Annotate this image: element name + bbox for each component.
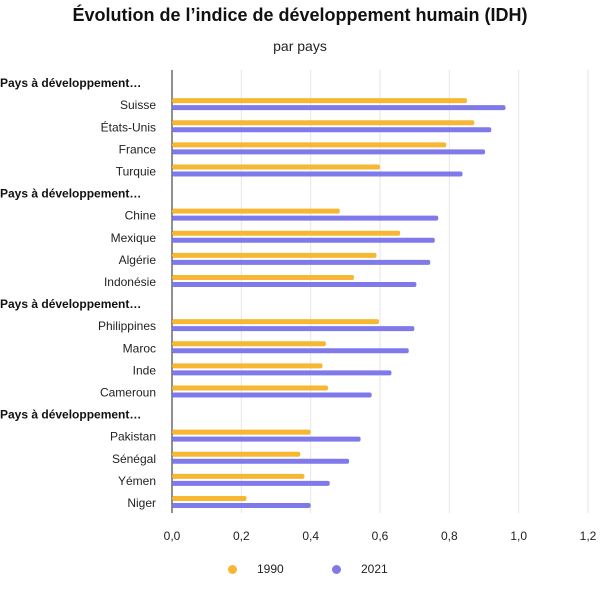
bar-2021 — [172, 171, 463, 177]
bar-1990 — [172, 429, 311, 435]
category-label: Chine — [125, 209, 157, 223]
x-tick-label: 0,4 — [302, 529, 319, 543]
bar-1990 — [172, 495, 247, 501]
bar-2021 — [172, 480, 330, 486]
bar-2021 — [172, 348, 409, 354]
category-label: Indonésie — [104, 275, 156, 289]
bar-1990 — [172, 208, 340, 214]
category-label: Pakistan — [110, 430, 156, 444]
bar-1990 — [172, 473, 305, 479]
bar-1990 — [172, 319, 379, 325]
bar-2021 — [172, 127, 492, 133]
x-tick-label: 0,8 — [441, 529, 458, 543]
legend-label-1990: 1990 — [257, 562, 284, 576]
legend-item-1990[interactable]: 1990 — [228, 562, 284, 576]
bar-1990 — [172, 341, 326, 347]
chart-subtitle: par pays — [273, 38, 327, 54]
category-label: Niger — [127, 496, 156, 510]
category-label: États-Unis — [101, 119, 156, 134]
bar-2021 — [172, 326, 415, 332]
category-label: France — [119, 142, 157, 156]
legend-swatch-1990 — [228, 564, 237, 574]
bar-2021 — [172, 105, 506, 111]
x-tick-label: 0,2 — [233, 529, 250, 543]
group-label: Pays à développement… — [0, 76, 141, 90]
legend-swatch-2021 — [332, 564, 341, 574]
x-tick-label: 1,0 — [510, 529, 527, 543]
category-label: Yémen — [118, 474, 156, 488]
category-label: Inde — [133, 363, 157, 377]
legend-item-2021[interactable]: 2021 — [332, 562, 388, 576]
group-label: Pays à développement… — [0, 408, 141, 422]
bar-1990 — [172, 451, 301, 457]
category-label: Mexique — [111, 231, 157, 245]
bar-2021 — [172, 149, 486, 155]
bar-2021 — [172, 215, 439, 221]
hdi-bar-chart: 0,0 0,2 0,4 0,6 0,8 1,0 1,2 Pays à développemen… — [0, 70, 597, 543]
bar-1990 — [172, 252, 377, 258]
category-label: Cameroun — [100, 385, 156, 399]
bar-1990 — [172, 385, 328, 391]
bar-1990 — [172, 98, 468, 104]
x-tick-label: 0,6 — [372, 529, 389, 543]
bar-2021 — [172, 436, 361, 442]
x-tick-label: 1,2 — [580, 529, 597, 543]
bar-1990 — [172, 230, 401, 236]
category-label: Philippines — [98, 319, 156, 333]
category-label: Maroc — [123, 341, 156, 355]
bar-2021 — [172, 458, 350, 464]
bar-1990 — [172, 142, 447, 148]
bar-2021 — [172, 259, 431, 265]
bar-2021 — [172, 370, 392, 376]
chart-title: Évolution de l’indice de développement h… — [72, 5, 528, 25]
x-tick-label: 0,0 — [164, 529, 181, 543]
bar-1990 — [172, 363, 323, 369]
bar-2021 — [172, 237, 435, 243]
bar-2021 — [172, 502, 311, 508]
group-label: Pays à développement… — [0, 187, 141, 201]
legend-label-2021: 2021 — [361, 562, 388, 576]
group-label: Pays à développement… — [0, 297, 141, 311]
bar-2021 — [172, 281, 417, 287]
bar-2021 — [172, 392, 372, 398]
category-label: Turquie — [116, 164, 157, 178]
bar-1990 — [172, 120, 475, 126]
chart-legend: 1990 2021 — [0, 562, 600, 582]
category-label: Algérie — [119, 253, 157, 267]
bar-1990 — [172, 164, 380, 170]
category-label: Suisse — [120, 98, 156, 112]
category-label: Sénégal — [112, 452, 156, 466]
bar-1990 — [172, 274, 354, 280]
